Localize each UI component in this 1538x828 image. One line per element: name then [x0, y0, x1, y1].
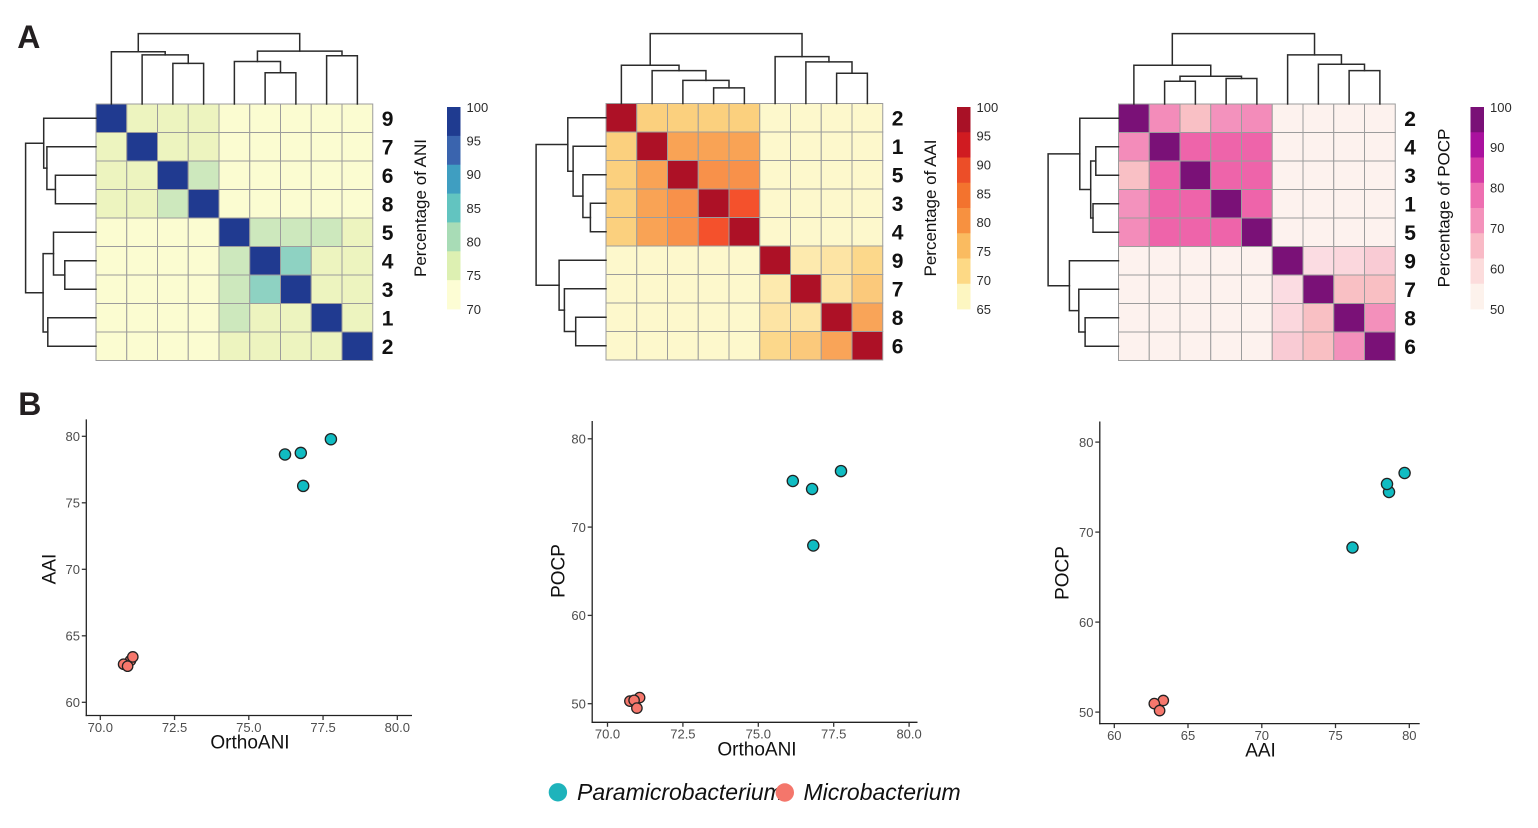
svg-text:9: 9 [382, 108, 394, 131]
svg-text:77.5: 77.5 [310, 720, 335, 735]
svg-text:Microbacterium: Microbacterium [804, 779, 961, 805]
svg-text:75.0: 75.0 [746, 727, 771, 742]
svg-text:5: 5 [382, 222, 394, 245]
svg-text:80: 80 [1079, 435, 1093, 450]
svg-text:OrthoANI: OrthoANI [210, 733, 289, 754]
svg-text:1: 1 [1404, 193, 1416, 216]
svg-text:90: 90 [1490, 140, 1504, 155]
svg-text:80.0: 80.0 [385, 720, 410, 735]
svg-text:Paramicrobacterium: Paramicrobacterium [577, 779, 783, 805]
svg-text:80: 80 [977, 215, 991, 230]
svg-text:60: 60 [1107, 728, 1121, 743]
svg-text:70: 70 [977, 273, 991, 288]
svg-text:7: 7 [1404, 279, 1416, 302]
svg-text:72.5: 72.5 [162, 720, 187, 735]
svg-text:95: 95 [467, 133, 481, 148]
svg-text:70: 70 [1490, 221, 1504, 236]
svg-text:4: 4 [382, 250, 394, 273]
svg-text:6: 6 [1404, 336, 1416, 359]
svg-text:3: 3 [1404, 165, 1416, 188]
svg-text:1: 1 [892, 136, 904, 159]
svg-text:POCP: POCP [549, 544, 570, 598]
svg-text:80: 80 [66, 429, 80, 444]
svg-text:AAI: AAI [40, 554, 61, 585]
svg-text:70: 70 [66, 562, 80, 577]
svg-text:8: 8 [1404, 307, 1416, 330]
svg-text:50: 50 [1079, 705, 1093, 720]
svg-text:6: 6 [892, 335, 904, 358]
svg-text:2: 2 [892, 107, 904, 130]
svg-text:70: 70 [467, 302, 481, 317]
svg-text:100: 100 [467, 100, 489, 115]
svg-text:5: 5 [1404, 222, 1416, 245]
svg-text:70: 70 [571, 520, 585, 535]
svg-text:Percentage of ANI: Percentage of ANI [411, 139, 430, 277]
svg-text:65: 65 [1181, 728, 1195, 743]
svg-text:80: 80 [467, 234, 481, 249]
svg-text:9: 9 [1404, 250, 1416, 273]
svg-text:3: 3 [892, 193, 904, 216]
svg-text:70: 70 [1079, 525, 1093, 540]
svg-text:7: 7 [892, 278, 904, 301]
svg-text:90: 90 [977, 158, 991, 173]
svg-text:6: 6 [382, 165, 394, 188]
svg-text:60: 60 [1490, 261, 1504, 276]
svg-text:60: 60 [1079, 615, 1093, 630]
svg-text:80.0: 80.0 [896, 727, 921, 742]
svg-text:70: 70 [1255, 728, 1269, 743]
svg-text:2: 2 [382, 336, 394, 359]
svg-text:5: 5 [892, 164, 904, 187]
svg-text:90: 90 [467, 167, 481, 182]
svg-text:75: 75 [1328, 728, 1342, 743]
svg-text:2: 2 [1404, 108, 1416, 131]
svg-text:95: 95 [977, 129, 991, 144]
svg-text:100: 100 [977, 100, 999, 115]
svg-text:60: 60 [66, 695, 80, 710]
svg-text:80: 80 [1490, 181, 1504, 196]
svg-text:OrthoANI: OrthoANI [717, 739, 796, 760]
svg-text:65: 65 [66, 629, 80, 644]
svg-text:85: 85 [977, 186, 991, 201]
svg-text:72.5: 72.5 [670, 727, 695, 742]
svg-text:4: 4 [892, 221, 904, 244]
svg-text:75.0: 75.0 [236, 720, 261, 735]
svg-text:Percentage of POCP: Percentage of POCP [1435, 129, 1454, 288]
svg-text:60: 60 [571, 608, 585, 623]
svg-text:85: 85 [467, 201, 481, 216]
svg-text:80: 80 [1402, 728, 1416, 743]
svg-text:POCP: POCP [1053, 546, 1074, 600]
svg-text:50: 50 [571, 696, 585, 711]
svg-text:3: 3 [382, 279, 394, 302]
svg-text:4: 4 [1404, 136, 1416, 159]
svg-text:50: 50 [1490, 302, 1504, 317]
svg-text:7: 7 [382, 136, 394, 159]
svg-text:9: 9 [892, 250, 904, 273]
svg-text:100: 100 [1490, 100, 1512, 115]
svg-text:80: 80 [571, 432, 585, 447]
svg-text:70.0: 70.0 [595, 727, 620, 742]
svg-text:70.0: 70.0 [88, 720, 113, 735]
svg-text:8: 8 [892, 307, 904, 330]
svg-text:8: 8 [382, 193, 394, 216]
svg-text:65: 65 [977, 302, 991, 317]
svg-text:1: 1 [382, 307, 394, 330]
svg-text:B: B [18, 386, 41, 422]
svg-text:75: 75 [977, 244, 991, 259]
svg-text:A: A [17, 19, 40, 55]
svg-text:75: 75 [66, 496, 80, 511]
svg-text:AAI: AAI [1245, 741, 1276, 762]
svg-text:Percentage of AAI: Percentage of AAI [921, 139, 940, 276]
svg-text:75: 75 [467, 268, 481, 283]
svg-text:77.5: 77.5 [821, 727, 846, 742]
